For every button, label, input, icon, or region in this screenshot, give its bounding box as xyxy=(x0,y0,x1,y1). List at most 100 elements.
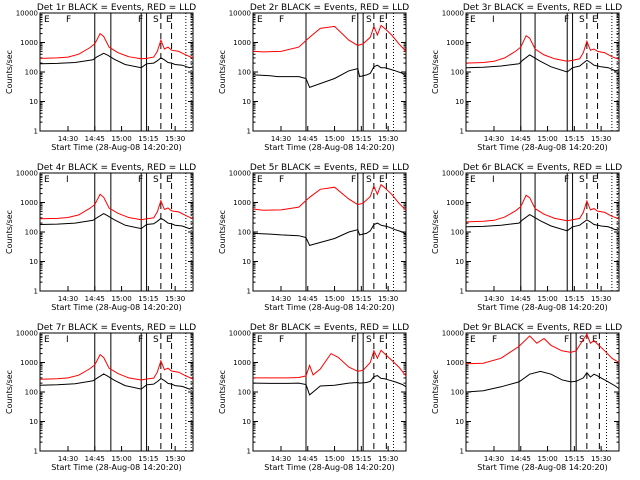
y-tick-label: 1000 xyxy=(20,199,38,207)
y-tick-label: 10 xyxy=(242,98,251,106)
interval-marker: E xyxy=(379,335,385,345)
interval-marker: E xyxy=(592,15,598,25)
panel-title: Det 3r BLACK = Events, RED = LLD xyxy=(463,3,622,13)
y-tick-label: 10 xyxy=(455,418,464,426)
y-tick-label: 100 xyxy=(238,69,251,77)
x-tick-label: 15:30 xyxy=(378,295,398,303)
panel-title: Det 4r BLACK = Events, RED = LLD xyxy=(37,163,196,173)
y-tick-label: 1 xyxy=(34,448,38,456)
x-tick-label: 14:45 xyxy=(511,295,531,303)
interval-marker: F xyxy=(492,335,497,345)
interval-marker: F xyxy=(138,15,143,25)
y-tick-label: 10000 xyxy=(16,330,38,338)
y-tick-label: 10 xyxy=(455,258,464,266)
y-tick-label: 1 xyxy=(34,128,38,136)
interval-marker: E xyxy=(166,335,172,345)
y-tick-label: 10 xyxy=(29,418,38,426)
y-tick-label: 100 xyxy=(25,69,38,77)
interval-marker: F xyxy=(351,335,356,345)
interval-marker: F xyxy=(564,15,569,25)
x-tick-label: 15:30 xyxy=(591,455,611,463)
interval-marker: E xyxy=(257,335,263,345)
y-tick-label: 1000 xyxy=(233,359,251,367)
interval-marker: F xyxy=(138,335,143,345)
panel-title: Det 9r BLACK = Events, RED = LLD xyxy=(463,323,622,333)
interval-marker: F xyxy=(279,335,284,345)
interval-marker: E xyxy=(470,335,476,345)
x-tick-label: 14:45 xyxy=(298,135,318,143)
y-tick-label: 10000 xyxy=(16,10,38,18)
y-tick-label: 10000 xyxy=(442,330,464,338)
y-tick-label: 1 xyxy=(34,288,38,296)
interval-marker: I xyxy=(492,15,495,25)
x-tick-label: 15:15 xyxy=(351,135,371,143)
panel-title: Det 7r BLACK = Events, RED = LLD xyxy=(37,323,196,333)
x-tick-label: 14:30 xyxy=(271,455,291,463)
lld-series xyxy=(40,32,194,60)
interval-marker: S xyxy=(153,175,159,185)
x-tick-label: 15:00 xyxy=(537,135,557,143)
events-series xyxy=(40,213,194,230)
x-tick-label: 14:30 xyxy=(58,455,78,463)
interval-marker: S xyxy=(579,335,585,345)
x-tick-label: 15:15 xyxy=(138,135,158,143)
x-tick-label: 14:30 xyxy=(484,455,504,463)
plot-frame xyxy=(252,332,407,452)
y-tick-label: 1 xyxy=(460,128,464,136)
x-axis-label: Start Time (28-Aug-08 14:20:20) xyxy=(51,463,182,472)
x-tick-label: 14:30 xyxy=(58,135,78,143)
x-axis-label: Start Time (28-Aug-08 14:20:20) xyxy=(477,143,608,152)
interval-marker: S xyxy=(153,335,159,345)
interval-marker: E xyxy=(257,175,263,185)
x-tick-label: 15:15 xyxy=(564,295,584,303)
interval-marker: E xyxy=(44,335,50,345)
lld-series xyxy=(40,193,194,221)
plot-frame xyxy=(465,172,620,292)
interval-marker: E xyxy=(166,15,172,25)
x-tick-label: 14:45 xyxy=(298,295,318,303)
x-axis-label: Start Time (28-Aug-08 14:20:20) xyxy=(477,463,608,472)
interval-marker: F xyxy=(564,175,569,185)
events-series xyxy=(253,64,407,89)
plot-frame xyxy=(39,12,194,132)
x-tick-label: 14:30 xyxy=(271,295,291,303)
plot-frame xyxy=(39,332,194,452)
x-tick-label: 15:30 xyxy=(378,135,398,143)
y-tick-label: 10 xyxy=(29,98,38,106)
x-axis-label: Start Time (28-Aug-08 14:20:20) xyxy=(51,303,182,312)
x-tick-label: 15:00 xyxy=(111,455,131,463)
x-tick-label: 15:00 xyxy=(537,455,557,463)
x-tick-label: 15:30 xyxy=(378,455,398,463)
events-series xyxy=(253,222,407,246)
x-tick-label: 15:00 xyxy=(537,295,557,303)
x-tick-label: 15:15 xyxy=(138,455,158,463)
interval-marker: F xyxy=(351,15,356,25)
x-tick-label: 15:15 xyxy=(351,295,371,303)
y-tick-label: 1000 xyxy=(446,359,464,367)
interval-marker: S xyxy=(579,15,585,25)
x-tick-label: 15:15 xyxy=(564,455,584,463)
y-tick-label: 1 xyxy=(247,128,251,136)
x-tick-label: 15:30 xyxy=(165,135,185,143)
x-tick-label: 15:30 xyxy=(165,295,185,303)
lld-series xyxy=(466,194,620,223)
lld-series xyxy=(253,183,407,211)
interval-marker: E xyxy=(166,175,172,185)
x-tick-label: 14:45 xyxy=(85,135,105,143)
interval-marker: E xyxy=(470,175,476,185)
y-tick-label: 10000 xyxy=(442,10,464,18)
interval-marker: I xyxy=(66,175,69,185)
panel-title: Det 5r BLACK = Events, RED = LLD xyxy=(250,163,409,173)
panel-title: Det 6r BLACK = Events, RED = LLD xyxy=(463,163,622,173)
y-tick-label: 1 xyxy=(247,448,251,456)
y-tick-label: 100 xyxy=(238,389,251,397)
x-axis-label: Start Time (28-Aug-08 14:20:20) xyxy=(51,143,182,152)
events-series xyxy=(466,214,620,232)
